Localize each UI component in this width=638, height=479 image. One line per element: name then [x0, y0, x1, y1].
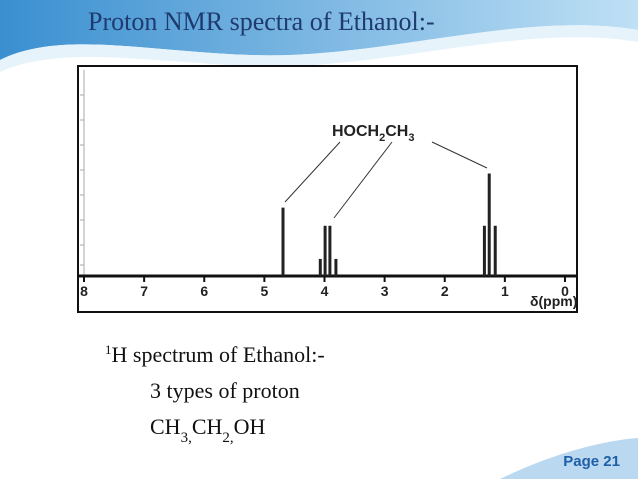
body-line: 1H spectrum of Ethanol:-: [105, 342, 325, 367]
x-tick-label: 6: [200, 283, 208, 299]
x-axis-label: δ(ppm): [530, 293, 577, 309]
leader-lines: [284, 141, 488, 219]
x-tick-label: 2: [441, 283, 449, 299]
molecule-label: HOCH2CH3: [332, 123, 414, 144]
footer-wave: [500, 438, 638, 479]
page-number: Page 21: [563, 453, 620, 470]
body-line: 3 types of proton: [150, 378, 300, 403]
x-tick-label: 1: [501, 283, 509, 299]
header-wave-light: [0, 25, 638, 72]
x-tick-label: 7: [140, 283, 148, 299]
x-tick-label: 5: [260, 283, 268, 299]
x-tick-label: 3: [381, 283, 389, 299]
x-tick-label: 4: [321, 283, 329, 299]
x-tick-label: 8: [80, 283, 88, 299]
body-line: CH3,CH2,OH: [150, 414, 266, 446]
slide-title: Proton NMR spectra of Ethanol:-: [88, 7, 435, 36]
y-axis-ticks: [80, 70, 85, 275]
header-wave: [0, 0, 638, 60]
x-tick-label: 0: [561, 283, 569, 299]
